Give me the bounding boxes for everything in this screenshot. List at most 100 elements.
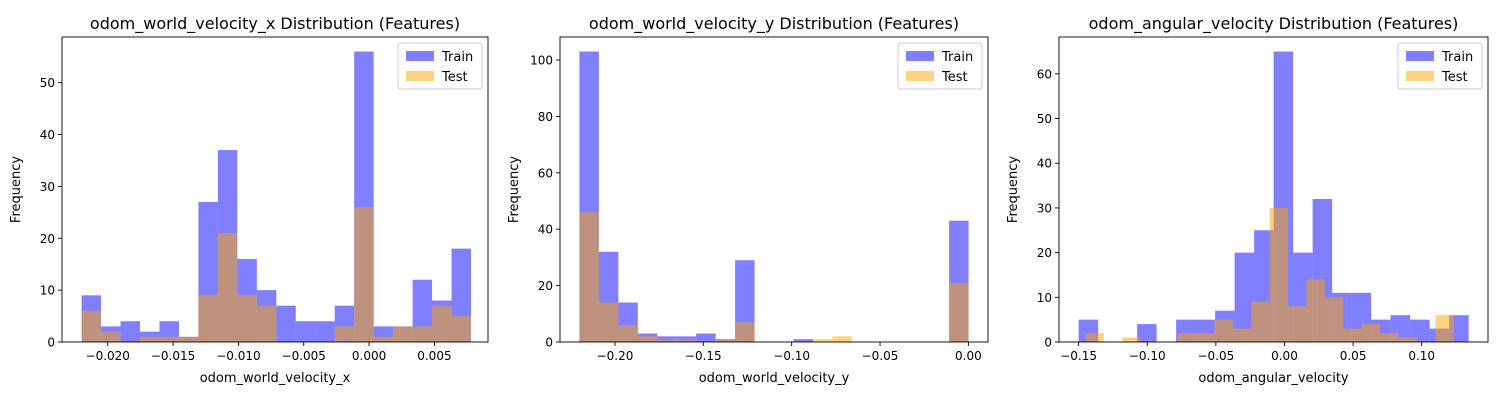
x-tick-label: −0.005 [282,349,326,363]
test-bar [676,339,697,342]
axes-frame [61,36,489,343]
test-bar [1398,337,1417,342]
chart-title: odom_world_velocity_y Distribution (Feat… [589,14,959,34]
histogram-bars [1078,51,1469,343]
test-bar [1214,319,1233,342]
test-bar [1085,333,1104,342]
test-bar [256,305,277,342]
test-bar [393,326,413,342]
test-bar [1288,306,1307,342]
test-bar [198,295,218,342]
x-tick-label: 0.00 [955,349,982,363]
legend-label: Test [1441,70,1468,85]
test-bar [598,302,619,342]
x-tick-label: −0.10 [1129,349,1166,363]
y-tick-label: 10 [1037,291,1052,305]
x-tick-label: −0.020 [86,349,130,363]
test-bar [1195,333,1215,342]
x-tick-label: −0.10 [773,349,810,363]
y-tick-label: 20 [40,232,55,246]
test-bar [1232,328,1252,342]
y-tick-label: 100 [530,53,553,67]
x-tick-label: 0.10 [1408,349,1435,363]
train-bar [295,321,316,342]
test-bar [101,331,121,342]
y-tick-label: 30 [1037,201,1052,215]
test-bar [1269,207,1289,342]
axes-frame [1058,36,1489,343]
y-tick-label: 20 [1037,246,1052,260]
y-tick-label: 0 [1044,336,1052,350]
test-bar [354,207,374,342]
y-tick-label: 80 [538,110,553,124]
x-tick-label: −0.05 [1197,349,1234,363]
y-axis-ticks: 0 20 40 60 80 100 [530,53,560,350]
y-tick-label: 60 [1037,67,1052,81]
y-tick-label: 0 [545,336,553,350]
test-bar [1306,279,1325,342]
x-tick-label: 0.00 [1271,349,1298,363]
test-bar [1435,315,1454,342]
test-bar [432,305,452,342]
x-tick-label: −0.05 [862,349,899,363]
histogram-bars [81,51,472,343]
train-bar [120,321,141,342]
y-tick-label: 10 [40,284,55,298]
y-axis-ticks: 0 10 20 30 40 50 60 [1037,67,1059,350]
y-tick-label: 40 [1037,157,1052,171]
test-bar [1361,324,1381,342]
test-bar [1380,333,1399,342]
x-tick-label: −0.015 [151,349,195,363]
axes-frame [559,36,989,343]
x-tick-label: 0.005 [417,349,451,363]
y-tick-label: 0 [47,336,55,350]
x-axis-label: odom_world_velocity_x [200,371,351,386]
legend-label: Train [441,50,473,65]
test-bar [217,233,238,342]
train-bar [1410,319,1430,342]
test-bar [451,316,472,342]
train-bar [1137,324,1157,342]
x-axis-label: odom_angular_velocity [1198,371,1349,386]
test-bar [637,336,658,342]
test-bar [373,336,394,342]
test-bar [159,336,179,342]
y-tick-label: 50 [1037,112,1052,126]
legend-label: Test [441,70,468,85]
legend-label: Test [941,70,968,85]
y-tick-label: 50 [40,76,55,90]
test-bar [237,295,257,342]
x-tick-label: −0.15 [1060,349,1097,363]
test-bar [832,336,852,342]
test-bar [140,336,160,342]
chart-panel-velocity-x: odom_world_velocity_x Distribution (Feat… [9,14,489,386]
test-bar [81,310,102,342]
chart-panel-velocity-y: odom_world_velocity_y Distribution (Feat… [507,14,989,386]
x-axis-ticks: −0.020 −0.015 −0.010 −0.005 0.000 0.005 [86,342,452,363]
legend: Train Test [397,42,483,90]
test-bar [178,336,199,342]
test-bar [412,326,433,342]
x-tick-label: −0.15 [685,349,722,363]
x-tick-label: 0.000 [352,349,386,363]
legend: Train Test [897,42,983,90]
test-bar [1251,301,1270,342]
legend: Train Test [1397,42,1483,90]
histogram-bars [579,51,969,343]
test-bar [657,339,677,342]
y-tick-label: 40 [538,223,553,237]
train-legend-swatch [906,51,934,61]
y-axis-label: Frequency [507,156,522,223]
train-bar [1234,252,1255,342]
y-tick-label: 40 [40,128,55,142]
y-tick-label: 20 [538,279,553,293]
test-bar [735,322,755,342]
train-bar [1449,315,1469,342]
test-legend-swatch [406,71,434,81]
y-tick-label: 30 [40,180,55,194]
test-legend-swatch [906,71,934,81]
y-tick-label: 60 [538,166,553,180]
test-bar [579,212,599,342]
y-axis-label: Frequency [1006,156,1021,223]
test-bar [1343,328,1362,342]
